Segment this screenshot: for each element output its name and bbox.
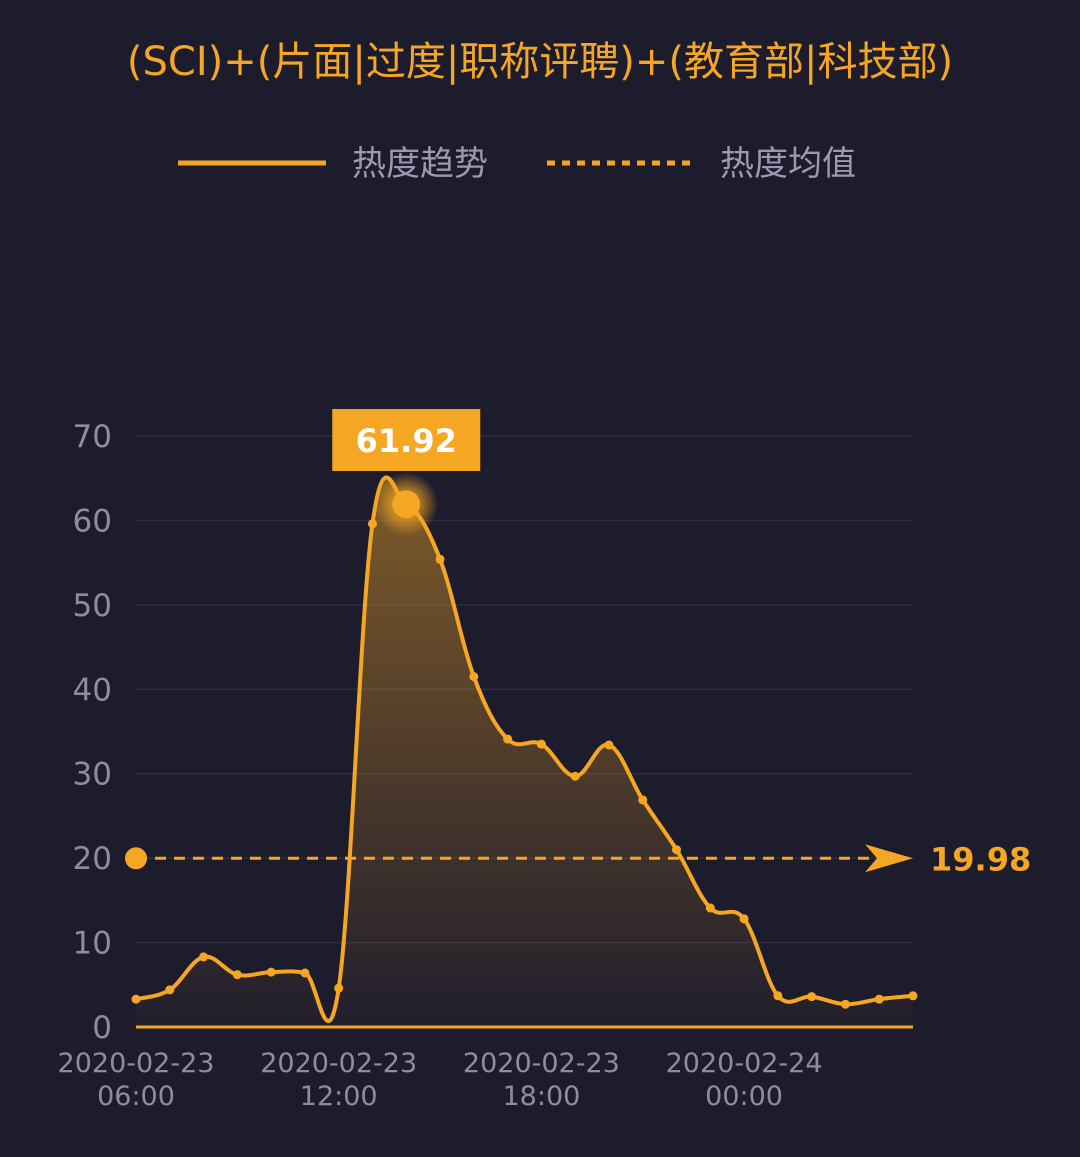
peak-point bbox=[392, 490, 421, 519]
point bbox=[840, 999, 850, 1009]
point bbox=[199, 952, 209, 962]
point bbox=[165, 985, 175, 995]
point bbox=[773, 991, 783, 1001]
point bbox=[705, 903, 715, 913]
point bbox=[672, 845, 682, 855]
point bbox=[908, 991, 918, 1001]
y-tick-label: 20 bbox=[73, 841, 112, 877]
legend-label: 热度均值 bbox=[720, 144, 856, 184]
mean-dot bbox=[125, 847, 147, 870]
point bbox=[232, 970, 242, 980]
trend-line bbox=[135, 475, 914, 1024]
point bbox=[570, 771, 580, 781]
y-tick-label: 60 bbox=[73, 503, 112, 539]
y-tick-label: 10 bbox=[73, 926, 112, 962]
point bbox=[874, 994, 884, 1004]
y-tick-label: 70 bbox=[73, 419, 112, 455]
point bbox=[638, 795, 648, 805]
chart-title: (SCI)+(片面|过度|职称评聘)+(教育部|科技部) bbox=[127, 39, 953, 85]
x-tick-label: 2020-02-23 12:00 bbox=[260, 1048, 418, 1112]
legend-label: 热度趋势 bbox=[352, 144, 488, 184]
point bbox=[266, 967, 276, 977]
mean-arrow bbox=[865, 844, 913, 873]
y-tick-label: 0 bbox=[92, 1010, 112, 1046]
point bbox=[739, 914, 749, 924]
area bbox=[136, 477, 913, 1028]
point bbox=[604, 740, 614, 750]
y-tick-label: 50 bbox=[73, 588, 112, 624]
mean-label: 19.98 bbox=[930, 840, 1031, 878]
peak-label: 61.92 bbox=[356, 422, 457, 460]
point bbox=[131, 994, 141, 1004]
point bbox=[503, 734, 513, 744]
point bbox=[469, 672, 479, 682]
x-tick-label: 2020-02-24 00:00 bbox=[665, 1048, 823, 1112]
point bbox=[807, 992, 817, 1002]
point bbox=[536, 739, 546, 749]
peak-label-box bbox=[332, 409, 481, 471]
y-tick-label: 40 bbox=[73, 672, 112, 708]
y-tick-label: 30 bbox=[73, 757, 112, 793]
point bbox=[300, 968, 310, 978]
point bbox=[435, 554, 445, 564]
point bbox=[367, 519, 377, 529]
x-tick-label: 2020-02-23 06:00 bbox=[57, 1048, 215, 1112]
x-tick-label: 2020-02-23 18:00 bbox=[462, 1048, 620, 1112]
point bbox=[334, 983, 344, 993]
